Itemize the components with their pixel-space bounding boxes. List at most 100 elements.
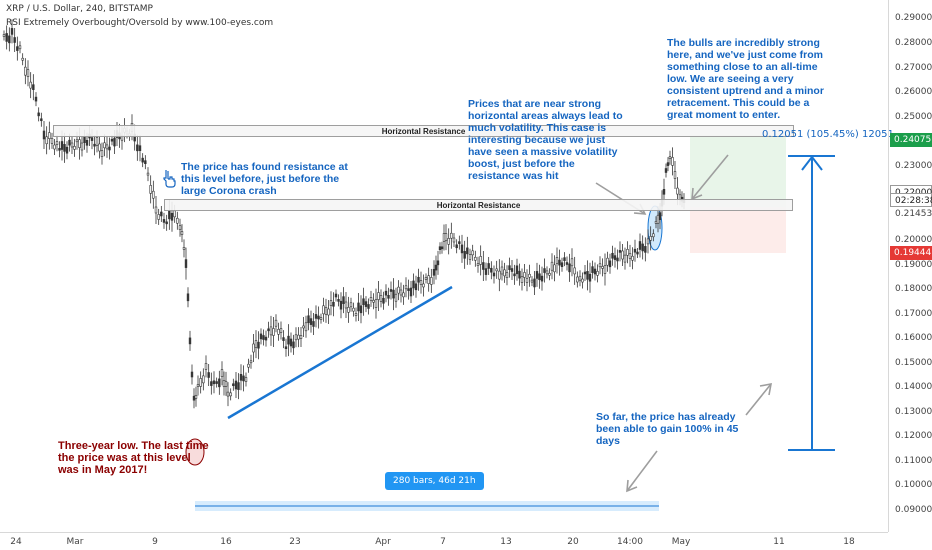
- candle-body: [646, 238, 650, 245]
- candle-body: [83, 136, 86, 143]
- candle-body: [414, 283, 418, 291]
- candle-body: [90, 137, 94, 141]
- candle-body: [676, 187, 679, 195]
- candle-body: [292, 341, 295, 349]
- candle-body: [638, 241, 642, 250]
- candle-body: [184, 259, 188, 268]
- upper-resistance-zone[interactable]: Horizontal Resistance: [53, 125, 794, 137]
- candle-body: [424, 277, 428, 280]
- candle-body: [307, 315, 310, 324]
- candle-body: [210, 381, 213, 386]
- candle-body: [244, 377, 248, 382]
- candle-body: [5, 33, 8, 42]
- candle-body: [53, 144, 56, 150]
- candle-body: [108, 146, 111, 151]
- candle-body: [377, 292, 380, 300]
- candle-body: [520, 276, 524, 283]
- time-tick: Apr: [375, 537, 391, 547]
- candle-body: [234, 380, 238, 390]
- candle-body: [606, 257, 609, 266]
- candle-body: [479, 256, 482, 265]
- stop-zone: [690, 207, 786, 253]
- candle-body: [141, 157, 144, 163]
- candle-body: [596, 271, 599, 276]
- candle-body: [249, 360, 253, 364]
- price-chart[interactable]: [0, 0, 888, 532]
- candle-body: [149, 185, 152, 194]
- candle-body: [412, 280, 415, 289]
- candle-body: [518, 270, 521, 279]
- candle-body: [603, 265, 607, 274]
- candle-body: [656, 214, 660, 224]
- candle-body: [78, 139, 81, 148]
- candle-body: [254, 340, 258, 348]
- candle-body: [510, 268, 514, 272]
- price-tick: 0.25000: [895, 112, 932, 122]
- candle-body: [349, 302, 353, 308]
- candle-body: [176, 217, 179, 224]
- price-tick: 0.21453: [895, 209, 932, 219]
- time-tick: 16: [220, 537, 232, 547]
- time-axis[interactable]: 24 Mar 9 16 23 Apr 7 13 20 14:00 May 11 …: [0, 532, 888, 550]
- note-volatility: Prices that are near strong horizontal a…: [468, 98, 623, 182]
- candle-body: [535, 271, 539, 279]
- support-trendline[interactable]: [227, 285, 453, 420]
- candle-body: [673, 171, 677, 179]
- candle-body: [662, 189, 666, 195]
- candle-body: [294, 334, 298, 341]
- candle-body: [284, 346, 288, 350]
- candle-body: [13, 37, 16, 43]
- candle-body: [601, 266, 604, 269]
- candle-body: [591, 266, 594, 273]
- candle-body: [550, 261, 554, 271]
- candle-body: [224, 381, 228, 387]
- candle-body: [24, 66, 27, 76]
- candle-body: [558, 259, 561, 266]
- candle-body: [29, 81, 32, 89]
- time-tick: 13: [500, 537, 512, 547]
- price-tick: 0.12000: [895, 431, 932, 441]
- candle-body: [212, 380, 216, 385]
- candle-body: [34, 96, 38, 102]
- candle-body: [95, 137, 99, 146]
- candle-body: [18, 45, 22, 50]
- candle-body: [347, 307, 350, 313]
- candle-body: [658, 212, 662, 220]
- chart-area[interactable]: XRP / U.S. Dollar, 240, BITSTAMP RSI Ext…: [0, 0, 894, 532]
- candle-body: [455, 244, 458, 249]
- candle-body: [194, 394, 198, 399]
- lower-resistance-zone[interactable]: Horizontal Resistance: [164, 199, 793, 211]
- price-tick: 0.16000: [895, 333, 932, 343]
- candle-body: [357, 302, 360, 312]
- candle-body: [226, 391, 230, 397]
- candle-body: [498, 270, 501, 280]
- candle-body: [598, 263, 602, 268]
- candle-body: [392, 289, 395, 299]
- lower-resistance-label: Horizontal Resistance: [436, 201, 521, 210]
- candle-body: [60, 141, 64, 150]
- candle-body: [342, 296, 345, 304]
- time-tick: 14:00: [617, 537, 643, 547]
- price-tick: 0.11000: [895, 456, 932, 466]
- candle-body: [613, 255, 617, 260]
- candle-body: [332, 301, 335, 307]
- hand-pointer-icon: [163, 169, 177, 188]
- candle-body: [110, 138, 114, 142]
- candle-body: [103, 142, 106, 149]
- time-tick: 9: [152, 537, 158, 547]
- price-tick: 0.13000: [895, 407, 932, 417]
- candle-body: [309, 318, 313, 325]
- candle-body: [80, 142, 84, 151]
- candle-body: [274, 319, 278, 327]
- candle-body: [430, 277, 433, 285]
- stop-price-tag: 0.19444: [890, 246, 932, 260]
- candle-body: [42, 130, 46, 140]
- candle-body: [354, 313, 358, 316]
- note-gain: So far, the price has already been able …: [596, 411, 739, 447]
- candle-body: [168, 210, 171, 220]
- price-axis[interactable]: 0.29000 0.28000 0.27000 0.26000 0.25000 …: [888, 0, 932, 532]
- candle-body: [367, 304, 370, 309]
- candle-body: [482, 262, 485, 270]
- candle-body: [570, 258, 574, 267]
- candle-body: [474, 256, 477, 261]
